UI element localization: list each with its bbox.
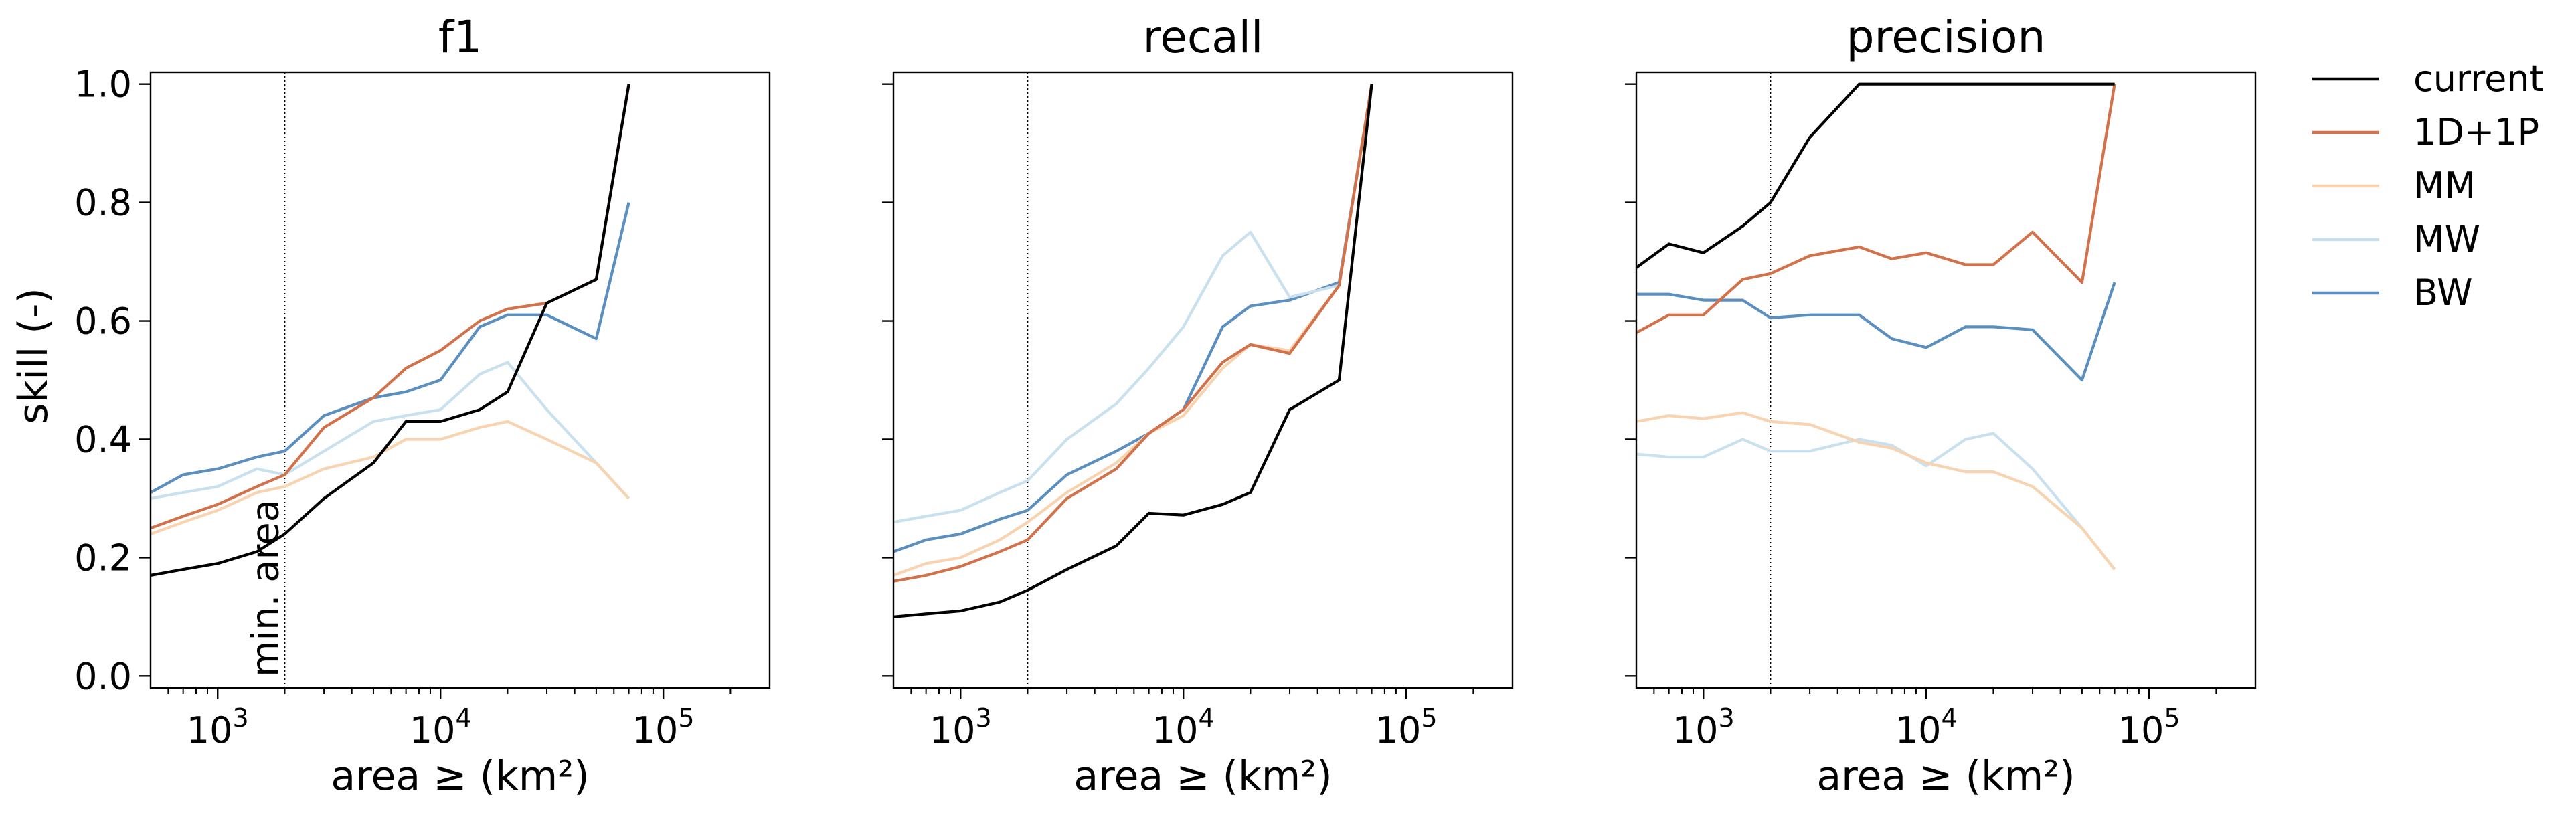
y-tick-label: 0.0 xyxy=(74,655,132,697)
x-tick-label: 103 xyxy=(187,703,249,751)
legend-entry-BW: BW xyxy=(2312,272,2473,314)
axes-frame xyxy=(149,71,771,689)
x-axis-label: area ≥ (km²) xyxy=(1816,753,2075,800)
legend-label: 1D+1P xyxy=(2413,111,2539,153)
series-lines xyxy=(151,84,630,577)
legend-entry-current: current xyxy=(2312,58,2544,100)
series-line-1D+1P xyxy=(893,84,1373,583)
y-tick-label: 0.6 xyxy=(74,300,132,343)
legend-label: BW xyxy=(2413,272,2473,314)
panels: f1 103 104 105 0.0 0.2 0.4 0.6 0.8 1.0 area ≥ (km²… xyxy=(74,11,2257,800)
y-tick-label: 0.8 xyxy=(74,182,132,224)
y-axis-label: skill (-) xyxy=(10,288,57,424)
panel-f1: f1 103 104 105 0.0 0.2 0.4 0.6 0.8 1.0 area ≥ (km²… xyxy=(74,11,771,800)
panel-title: f1 xyxy=(438,11,482,63)
panel-precision: precision 103 104 105 area ≥ (km²) xyxy=(1625,11,2257,800)
x-tick-label: 104 xyxy=(1895,703,1958,751)
series-lines xyxy=(893,84,1373,618)
x-tick-label: 105 xyxy=(1375,703,1438,751)
series-line-current xyxy=(151,84,630,577)
x-tick-label: 104 xyxy=(410,703,472,751)
series-line-1D+1P xyxy=(1636,84,2116,335)
axes-frame xyxy=(1635,71,2257,689)
series-line-MW xyxy=(151,361,630,500)
series-line-MM xyxy=(1636,411,2116,571)
series-line-MW xyxy=(893,84,1373,524)
x-tick-label: 103 xyxy=(1672,703,1735,751)
series-line-BW xyxy=(1636,282,2116,382)
series-line-MM xyxy=(151,420,630,535)
legend-entry-MW: MW xyxy=(2312,218,2480,260)
x-axis-label: area ≥ (km²) xyxy=(1074,753,1332,800)
axes-frame xyxy=(892,71,1514,689)
series-line-BW xyxy=(893,84,1373,553)
y-tick-label: 1.0 xyxy=(74,64,132,106)
panel-recall: recall 103 104 105 area ≥ (km²) xyxy=(882,11,1514,800)
series-line-current xyxy=(893,84,1373,618)
x-tick-label: 104 xyxy=(1152,703,1215,751)
panel-title: precision xyxy=(1847,11,2046,63)
legend: current 1D+1P MM MW BW xyxy=(2312,58,2544,314)
legend-label: MW xyxy=(2413,218,2480,260)
panel-title: recall xyxy=(1143,11,1264,63)
series-lines xyxy=(1636,82,2116,571)
x-tick-label: 103 xyxy=(930,703,992,751)
legend-entry-1D+1P: 1D+1P xyxy=(2312,111,2539,153)
legend-entry-MM: MM xyxy=(2312,165,2476,207)
legend-label: MM xyxy=(2413,165,2476,207)
series-line-1D+1P xyxy=(151,84,630,530)
x-tick-label: 105 xyxy=(2118,703,2180,751)
x-axis-label: area ≥ (km²) xyxy=(331,753,589,800)
series-line-current xyxy=(1636,82,2115,269)
series-line-MM xyxy=(893,84,1373,577)
series-line-MW xyxy=(1636,432,2116,571)
y-tick-label: 0.2 xyxy=(74,537,132,579)
y-tick-label: 0.4 xyxy=(74,418,132,460)
legend-label: current xyxy=(2413,58,2544,100)
min-area-annotation: min. area xyxy=(244,499,287,677)
x-tick-label: 105 xyxy=(632,703,695,751)
